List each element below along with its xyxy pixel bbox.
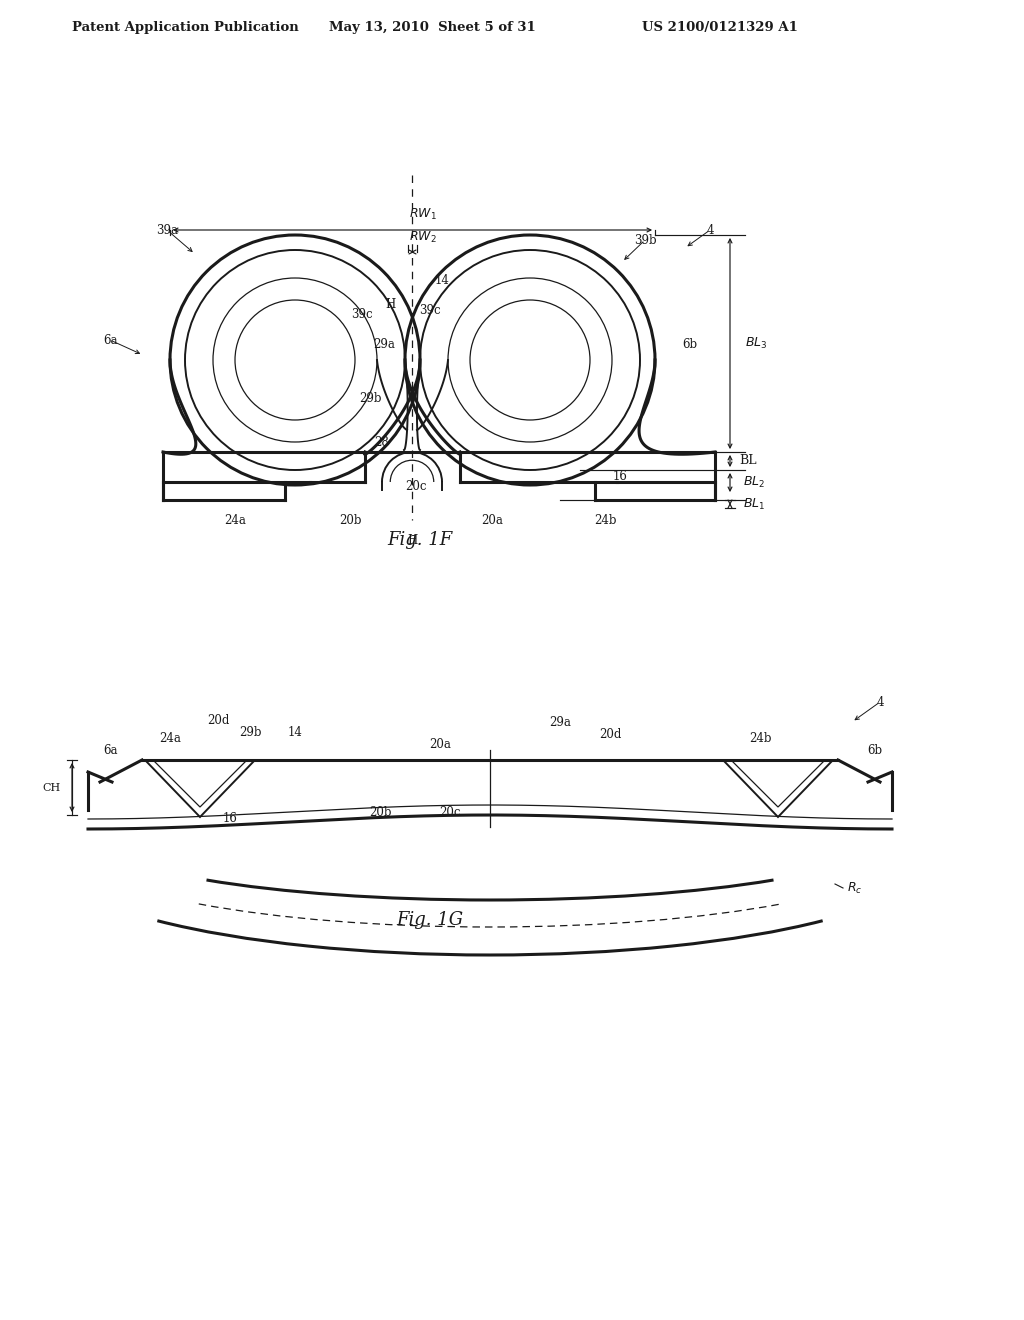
Text: 6a: 6a bbox=[102, 334, 118, 346]
Text: 24b: 24b bbox=[749, 731, 771, 744]
Text: 4: 4 bbox=[877, 696, 884, 709]
Text: 20b: 20b bbox=[339, 513, 361, 527]
Text: 29b: 29b bbox=[239, 726, 261, 738]
Text: 24a: 24a bbox=[224, 513, 246, 527]
Text: $BL_3$: $BL_3$ bbox=[744, 337, 767, 351]
Text: 28: 28 bbox=[375, 436, 389, 449]
Text: 29a: 29a bbox=[549, 715, 571, 729]
Text: 39c: 39c bbox=[419, 304, 440, 317]
Text: 6b: 6b bbox=[867, 743, 883, 756]
Text: US 2100/0121329 A1: US 2100/0121329 A1 bbox=[642, 21, 798, 33]
Text: Patent Application Publication: Patent Application Publication bbox=[72, 21, 298, 33]
Text: 20d: 20d bbox=[207, 714, 229, 726]
Text: CH: CH bbox=[43, 783, 61, 793]
Text: $R_c$: $R_c$ bbox=[847, 880, 862, 895]
Text: 20d: 20d bbox=[599, 729, 622, 742]
Text: 14: 14 bbox=[434, 273, 450, 286]
Text: 20c: 20c bbox=[406, 479, 427, 492]
Text: 16: 16 bbox=[222, 812, 238, 825]
Text: 29b: 29b bbox=[358, 392, 381, 404]
Text: Fig. 1F: Fig. 1F bbox=[387, 531, 453, 549]
Text: $RW_1$: $RW_1$ bbox=[409, 206, 436, 222]
Text: 29a: 29a bbox=[373, 338, 395, 351]
Text: $BL_2$: $BL_2$ bbox=[743, 474, 765, 490]
Text: 39b: 39b bbox=[634, 234, 656, 247]
Text: 39c: 39c bbox=[351, 309, 373, 322]
Text: 20b: 20b bbox=[369, 805, 391, 818]
Text: 24b: 24b bbox=[594, 513, 616, 527]
Text: May 13, 2010  Sheet 5 of 31: May 13, 2010 Sheet 5 of 31 bbox=[329, 21, 536, 33]
Text: 39a: 39a bbox=[156, 223, 178, 236]
Text: H: H bbox=[407, 533, 417, 546]
Text: 6a: 6a bbox=[102, 743, 118, 756]
Text: H: H bbox=[385, 298, 395, 312]
Text: 20a: 20a bbox=[429, 738, 451, 751]
Text: Fig. 1G: Fig. 1G bbox=[396, 911, 464, 929]
Text: $RW_2$: $RW_2$ bbox=[409, 230, 436, 244]
Text: 14: 14 bbox=[288, 726, 302, 738]
Text: 20a: 20a bbox=[481, 513, 503, 527]
Text: 20c: 20c bbox=[439, 805, 461, 818]
Text: BL: BL bbox=[739, 454, 757, 467]
Text: 24a: 24a bbox=[159, 731, 181, 744]
Text: 16: 16 bbox=[612, 470, 628, 483]
Text: 4: 4 bbox=[707, 223, 714, 236]
Text: 6b: 6b bbox=[682, 338, 697, 351]
Text: $BL_1$: $BL_1$ bbox=[742, 496, 765, 512]
